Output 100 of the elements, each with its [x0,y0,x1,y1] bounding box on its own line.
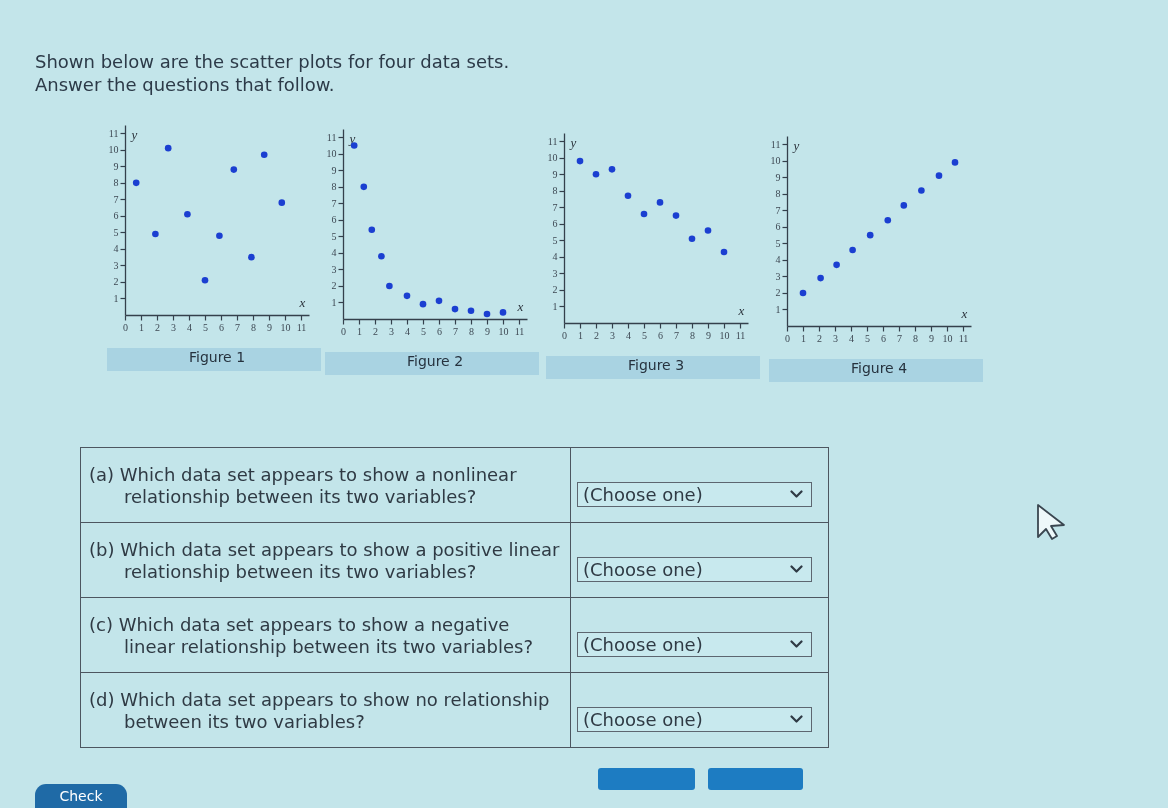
point [201,276,209,284]
question-table: (a) Which data set appears to show a nonlinear relationship between its two variables? (Choose one) (b) Which data set appears to show a positive linear relationship between its two variables? (Choose one) (c) Which data set appears to show a negative linear relationship between its two variables? (Choose one) (d) Which data set appears to show no relationship between its two variables? (Choose one) [80,447,829,748]
x-tick-label: 6 [658,329,663,341]
x-tick-label: 11 [296,321,307,333]
x-tick-label: 4 [849,332,854,344]
y-tick-label: 11 [108,127,119,139]
y-tick-label: 1 [331,296,337,308]
y-axis-title: y [568,134,577,150]
x-tick-label: 5 [203,321,208,333]
x-tick-label: 0 [785,332,790,344]
y-tick-label: 9 [331,164,337,176]
x-tick-label: 9 [706,329,711,341]
y-tick-label: 5 [775,237,781,249]
point [435,297,443,305]
point [419,300,427,308]
point [386,282,393,290]
point [216,232,223,240]
x-tick-label: 7 [897,332,902,344]
y-axis-title: y [129,126,138,142]
x-tick-label: 7 [235,321,240,333]
point [640,210,648,218]
y-tick-label: 4 [775,254,781,266]
x-tick-label: 10 [280,321,291,333]
y-tick-label: 11 [326,131,337,143]
point [260,151,268,159]
point [592,170,600,178]
x-axis-title: x [298,294,306,310]
y-tick-label: 3 [775,270,781,282]
x-axis-title: x [960,305,968,321]
x-tick-label: 8 [913,332,918,344]
x-tick-label: 4 [187,321,192,333]
button: Check [35,784,127,808]
y-tick-label: 10 [108,144,119,156]
point [576,157,584,165]
point [164,144,172,152]
x-tick-label: 1 [139,321,144,333]
y-tick-label: 6 [331,214,337,226]
text: Figure 4 [850,360,908,376]
y-tick-label: 2 [331,280,337,292]
point [918,187,925,194]
y-tick-label: 4 [331,247,337,259]
point [608,166,616,173]
point [951,159,959,166]
x-tick-label: 8 [251,321,256,333]
y-tick-label: 7 [113,193,119,205]
x-tick-label: 4 [405,325,410,337]
y-tick-label: 10 [547,152,558,164]
x-tick-label: 5 [865,332,870,344]
y-axis-title: y [791,137,800,153]
x-tick-label: 10 [498,325,509,337]
y-axis-title: y [347,130,356,146]
y-tick-label: 4 [113,243,119,255]
point [672,212,680,219]
x-tick-label: 9 [929,332,934,344]
point [799,289,807,297]
y-tick-label: 9 [113,160,119,172]
y-tick-label: 2 [552,284,558,296]
x-tick-label: 2 [155,321,160,333]
y-tick-label: 11 [770,138,781,150]
x-tick-label: 0 [123,321,128,333]
dropdown: (Choose one) [577,632,812,657]
y-tick-label: 3 [552,267,558,279]
x-tick-label: 2 [373,325,378,337]
point [688,235,696,243]
y-tick-label: 7 [775,204,781,216]
point [900,202,908,209]
point [866,231,874,239]
point [368,226,376,234]
point [884,216,892,224]
y-tick-label: 6 [552,218,558,230]
x-axis-title: x [516,298,524,314]
y-tick-label: 10 [326,148,337,160]
x-tick-label: 8 [469,325,474,337]
y-tick-label: 2 [113,276,119,288]
x-tick-label: 11 [958,332,969,344]
x-tick-label: 7 [453,325,458,337]
point [656,199,664,206]
x-tick-label: 6 [881,332,886,344]
point [935,172,943,179]
x-tick-label: 5 [421,325,426,337]
x-tick-label: 0 [562,329,567,341]
y-tick-label: 8 [775,188,781,200]
y-tick-label: 5 [552,234,558,246]
text: Shown below are the scatter plots for four data sets. [35,50,510,73]
x-tick-label: 3 [389,325,394,337]
x-tick-label: 1 [357,325,362,337]
point [817,274,824,282]
point [720,248,728,256]
y-tick-label: 9 [775,171,781,183]
x-tick-label: 9 [267,321,272,333]
point [403,292,411,300]
x-tick-label: 1 [578,329,583,341]
dropdown: (Choose one) [577,482,812,507]
x-tick-label: 8 [690,329,695,341]
point [248,253,255,261]
x-tick-label: 9 [485,325,490,337]
y-tick-label: 1 [113,292,119,304]
x-tick-label: 7 [674,329,679,341]
y-tick-label: 5 [113,226,119,238]
x-tick-label: 11 [735,329,746,341]
